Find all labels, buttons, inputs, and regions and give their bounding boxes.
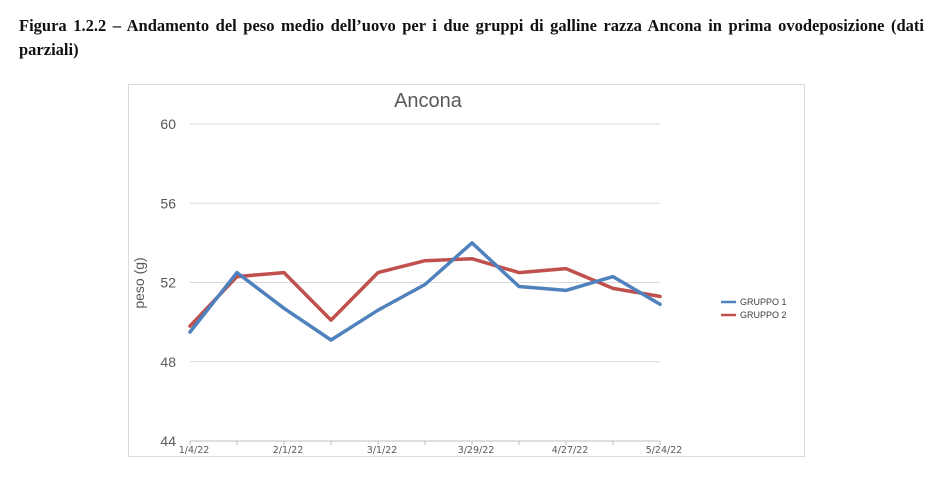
- x-tick-label: 3/29/22: [458, 445, 495, 456]
- legend-label: GRUPPO 1: [740, 297, 787, 307]
- series-line-gruppo-1: [188, 241, 662, 342]
- chart-title: Ancona: [394, 90, 463, 112]
- figure-caption: Figura 1.2.2 – Andamento del peso medio …: [19, 16, 924, 59]
- x-tick-label: 2/1/22: [273, 445, 304, 456]
- series-lines: [188, 241, 662, 342]
- x-tick-label: 4/27/22: [552, 445, 589, 456]
- gridlines: [190, 123, 660, 363]
- x-tick-label: 5/24/22: [646, 445, 683, 456]
- y-axis-label: peso (g): [131, 257, 147, 308]
- legend-label: GRUPPO 2: [740, 310, 787, 320]
- x-axis: 1/4/22 2/1/22 3/1/22 3/29/22 4/27/22 5/24/22: [179, 440, 683, 456]
- legend: GRUPPO 1 GRUPPO 2: [721, 297, 787, 320]
- x-tick-label: 1/4/22: [179, 445, 210, 456]
- x-tick-label: 3/1/22: [367, 445, 398, 456]
- series-line-gruppo-2: [188, 256, 662, 328]
- y-tick-label: 60: [160, 116, 176, 132]
- y-tick-label: 48: [160, 354, 176, 370]
- y-tick-label: 56: [160, 195, 176, 211]
- y-tick-label: 44: [160, 433, 176, 449]
- line-chart: Ancona 44 48 52 56 60 1/4/22 2/1/22 3/1/22 3/29…: [131, 90, 787, 456]
- chart-area: Ancona 44 48 52 56 60 1/4/22 2/1/22 3/1/22 3/29…: [128, 84, 805, 457]
- y-tick-label: 52: [160, 275, 176, 291]
- y-axis-ticks: 44 48 52 56 60: [160, 116, 176, 449]
